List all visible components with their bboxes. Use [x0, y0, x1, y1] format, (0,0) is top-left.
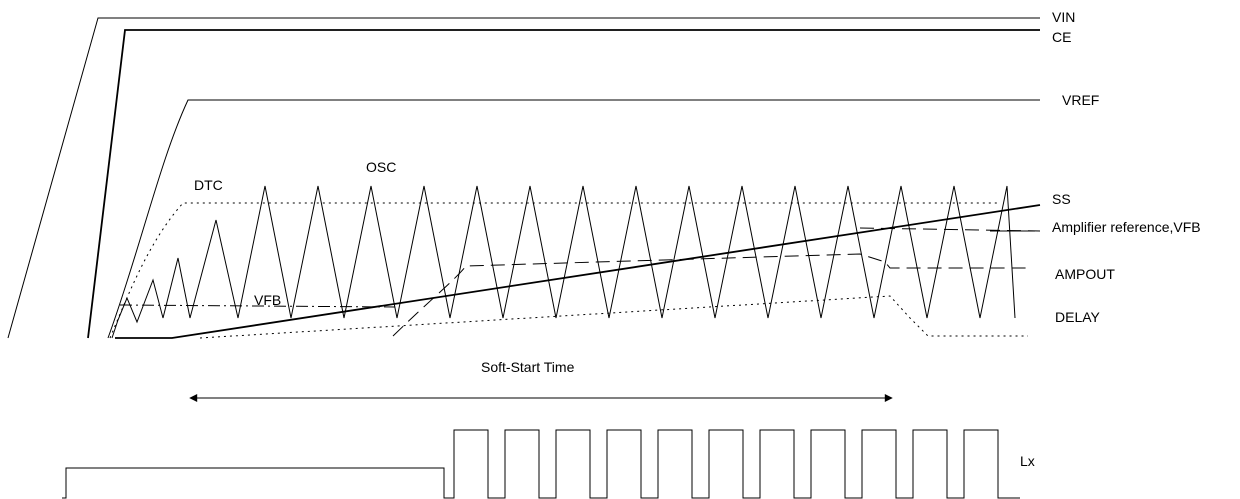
ss-waveform	[115, 204, 1041, 339]
vin-label: VIN	[1052, 9, 1075, 25]
ampout-waveform	[392, 253, 1030, 337]
dtc-waveform	[109, 202, 1000, 339]
osc-waveform	[111, 185, 1016, 339]
ampout-label: AMPOUT	[1055, 266, 1115, 282]
amp-ref-label: Amplifier reference,VFB	[1052, 219, 1201, 235]
ss-label: SS	[1052, 191, 1071, 207]
ce-label: CE	[1052, 29, 1071, 45]
soft-start-label: Soft-Start Time	[481, 359, 575, 375]
vfb-waveform	[119, 304, 396, 308]
vin-waveform	[7, 17, 1040, 339]
dtc-label: DTC	[194, 177, 223, 193]
vref-label: VREF	[1062, 92, 1099, 108]
ce-waveform	[87, 29, 1040, 339]
delay-label: DELAY	[1055, 309, 1101, 325]
lx-waveform	[62, 429, 1020, 499]
vfb-label: VFB	[254, 292, 281, 308]
osc-label: OSC	[366, 159, 396, 175]
delay-waveform	[199, 295, 1028, 339]
lx-label: Lx	[1020, 453, 1035, 469]
vref-waveform	[107, 99, 1040, 339]
